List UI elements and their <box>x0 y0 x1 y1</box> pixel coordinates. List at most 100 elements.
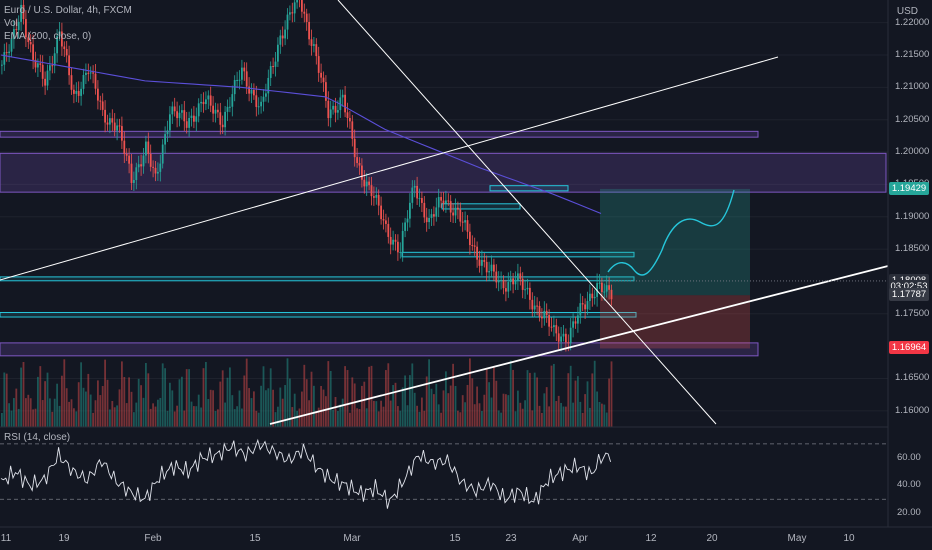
volume-bar-99 <box>238 390 241 427</box>
candle-213 <box>512 278 514 285</box>
price-tag-0: 1.19429 <box>889 181 929 195</box>
volume-bar-190 <box>457 410 459 427</box>
candle-207 <box>497 280 500 283</box>
volume-bar-161 <box>387 363 390 427</box>
volume-bar-226 <box>543 393 546 427</box>
volume-bar-18 <box>44 381 46 427</box>
volume-bar-249 <box>598 401 601 427</box>
volume-bar-160 <box>385 370 387 427</box>
volume-bar-233 <box>560 402 562 427</box>
zone-3 <box>0 276 635 282</box>
volume-bar-132 <box>317 407 320 427</box>
volume-bar-64 <box>154 406 157 427</box>
symbol-title[interactable]: Euro / U.S. Dollar, 4h, FXCM <box>4 5 132 16</box>
price-tick-7: 1.18500 <box>895 243 930 255</box>
candle-143 <box>344 94 346 113</box>
volume-bar-241 <box>579 401 582 427</box>
volume-bar-140 <box>337 411 339 427</box>
rsi-tick-1: 40.00 <box>897 479 921 491</box>
volume-bar-67 <box>161 363 164 427</box>
candle-62 <box>149 153 152 167</box>
candle-121 <box>291 12 294 14</box>
volume-bar-45 <box>109 409 111 427</box>
candle-74 <box>178 112 181 119</box>
volume-bar-108 <box>260 385 262 427</box>
volume-bar-198 <box>476 386 478 427</box>
volume-bar-88 <box>212 390 214 427</box>
volume-bar-143 <box>344 366 346 427</box>
time-label-8: 12 <box>645 533 657 544</box>
candle-223 <box>536 305 538 307</box>
candle-6 <box>15 29 18 31</box>
ema-legend[interactable]: EMA (200, close, 0) <box>4 31 92 42</box>
volume-legend[interactable]: Vol <box>4 18 18 29</box>
candle-123 <box>296 0 298 3</box>
candle-26 <box>63 46 66 50</box>
candle-5 <box>13 29 15 40</box>
volume-bar-6 <box>15 388 18 427</box>
volume-bar-24 <box>58 405 61 427</box>
volume-bar-182 <box>437 404 440 427</box>
candle-15 <box>37 63 39 68</box>
volume-bar-237 <box>569 365 572 427</box>
volume-bar-93 <box>224 402 226 427</box>
volume-bar-105 <box>253 391 255 427</box>
volume-bar-101 <box>243 375 246 427</box>
volume-bar-26 <box>63 359 66 427</box>
candle-88 <box>212 105 214 114</box>
rsi-legend[interactable]: RSI (14, close) <box>4 432 71 443</box>
volume-bar-28 <box>68 401 70 427</box>
volume-bar-216 <box>519 402 522 427</box>
candle-240 <box>577 315 579 324</box>
volume-bar-152 <box>365 408 368 427</box>
candle-136 <box>327 100 330 119</box>
candle-209 <box>502 280 505 289</box>
candle-19 <box>46 70 49 86</box>
volume-bar-63 <box>152 403 154 427</box>
candle-133 <box>320 72 322 78</box>
volume-bar-158 <box>380 400 382 427</box>
volume-bar-131 <box>315 410 318 427</box>
candle-245 <box>589 293 591 302</box>
volume-bar-102 <box>245 358 248 427</box>
candle-188 <box>452 212 454 216</box>
volume-bar-4 <box>10 410 13 427</box>
volume-bar-180 <box>433 394 435 427</box>
candle-234 <box>562 333 565 337</box>
candle-12 <box>29 42 32 45</box>
candle-75 <box>181 110 183 113</box>
candle-161 <box>387 223 390 237</box>
volume-bar-173 <box>416 405 418 427</box>
volume-bar-61 <box>147 373 150 427</box>
volume-bar-133 <box>320 385 322 427</box>
candle-95 <box>229 106 231 108</box>
candle-195 <box>469 231 471 246</box>
candle-219 <box>526 287 529 290</box>
volume-bar-8 <box>20 367 22 427</box>
candle-101 <box>243 67 246 72</box>
price-tag-3: 1.17787 <box>889 288 929 302</box>
candle-45 <box>109 118 111 125</box>
volume-bar-202 <box>485 369 488 427</box>
candle-131 <box>315 44 318 57</box>
volume-bar-1 <box>3 372 6 427</box>
candle-55 <box>133 180 135 183</box>
volume-bar-155 <box>373 400 375 427</box>
candle-9 <box>22 4 25 20</box>
rsi-line <box>0 438 612 509</box>
volume-bar-220 <box>529 372 531 427</box>
volume-bar-240 <box>577 376 579 427</box>
volume-bar-223 <box>536 377 538 427</box>
candle-135 <box>325 82 327 101</box>
volume-bar-117 <box>281 398 284 427</box>
support-resistance-zones[interactable] <box>0 130 887 357</box>
volume-bar-86 <box>207 399 210 427</box>
candle-158 <box>380 205 382 220</box>
zone-7 <box>441 203 521 210</box>
volume-bar-203 <box>488 382 490 427</box>
candle-254 <box>610 289 613 300</box>
volume-bar-201 <box>483 394 486 427</box>
position-boxes[interactable] <box>600 188 750 349</box>
trend-lines[interactable] <box>0 0 889 425</box>
